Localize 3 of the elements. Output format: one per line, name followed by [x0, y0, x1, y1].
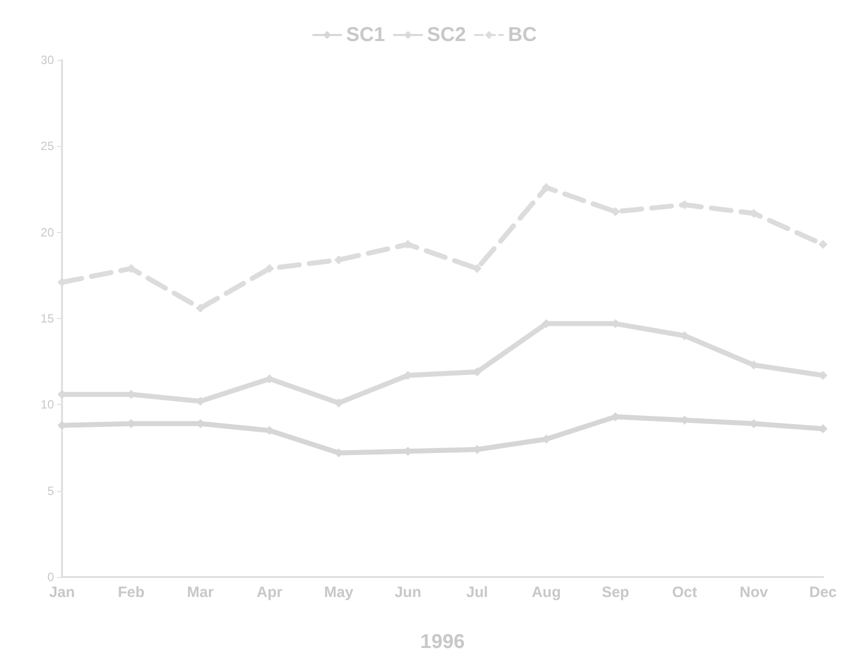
point: [196, 304, 205, 313]
point: [818, 240, 828, 249]
point: [265, 264, 274, 274]
